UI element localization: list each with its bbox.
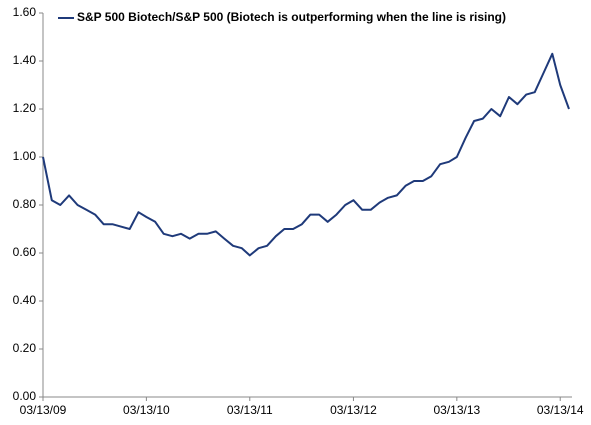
y-tick-label: 1.60 [13,5,37,19]
y-tick-label: 0.60 [13,245,37,259]
x-tick-label: 03/13/12 [330,403,377,417]
data-line [42,52,570,257]
y-tick-label: 1.40 [13,53,37,67]
x-tick-label: 03/13/14 [537,403,584,417]
legend-label: S&P 500 Biotech/S&P 500 (Biotech is outp… [77,10,506,24]
y-tick-label: 0.00 [13,389,37,403]
y-tick-label: 1.00 [13,149,37,163]
y-tick-label: 0.20 [13,341,37,355]
y-tick-label: 0.40 [13,293,37,307]
y-tick-label: 0.80 [13,197,37,211]
x-tick-label: 03/13/09 [20,403,67,417]
x-tick-label: 03/13/11 [227,403,273,417]
x-tick-label: 03/13/10 [123,403,170,417]
x-tick-label: 03/13/13 [433,403,480,417]
y-tick-label: 1.20 [13,101,37,115]
